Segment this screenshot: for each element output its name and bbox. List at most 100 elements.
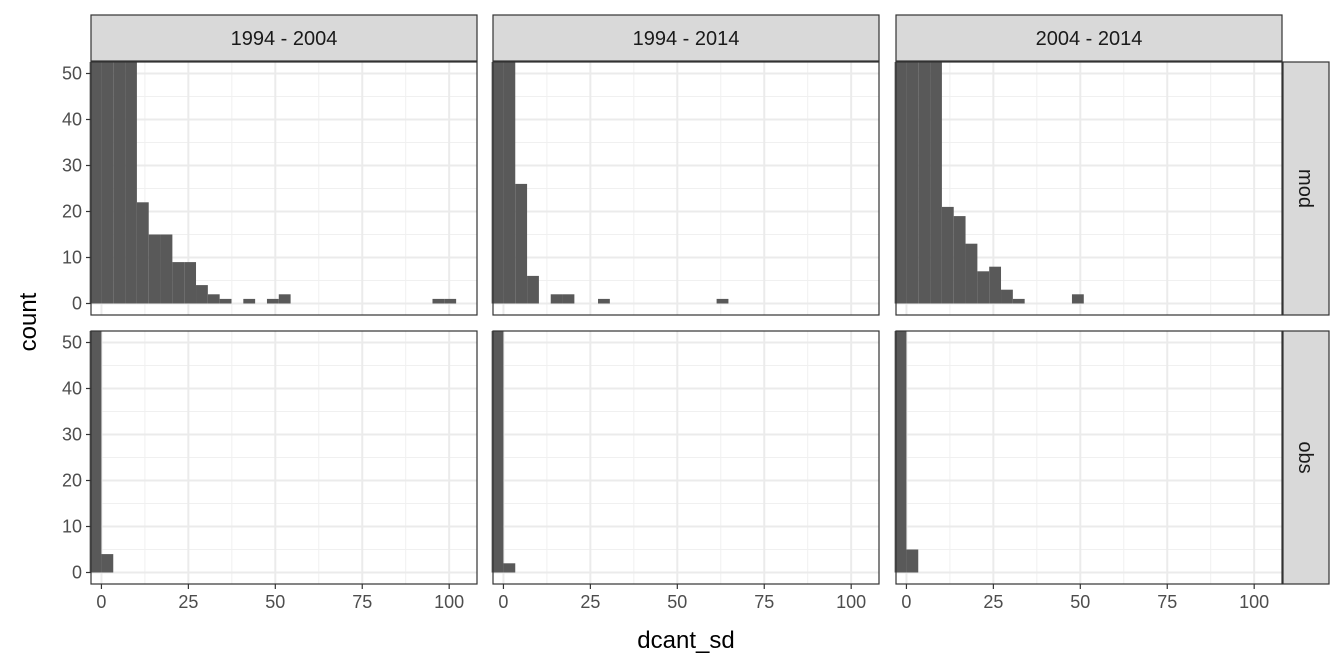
histogram-bar	[101, 554, 114, 573]
histogram-bar	[930, 62, 942, 304]
x-tick-label: 0	[96, 592, 106, 612]
histogram-bar	[207, 294, 220, 304]
column-strip: 2004 - 2014	[895, 14, 1283, 62]
histogram-bar	[172, 262, 185, 304]
histogram-bar	[894, 62, 907, 304]
y-tick-label: 0	[72, 563, 82, 583]
panel-obs-0	[89, 330, 478, 585]
y-tick-label: 50	[62, 333, 82, 353]
y-tick-label: 20	[62, 202, 82, 222]
histogram-bar	[503, 563, 516, 573]
histogram-bar	[941, 206, 954, 304]
x-tick-label: 50	[1070, 592, 1090, 612]
histogram-bar	[196, 285, 208, 304]
histogram-bar	[444, 298, 457, 304]
panel-border	[492, 330, 880, 585]
histogram-bar	[716, 298, 729, 304]
row-strip-label: obs	[1294, 441, 1316, 473]
column-strip-background	[90, 14, 478, 62]
histogram-bar	[1001, 289, 1013, 304]
panel-border	[90, 330, 478, 585]
column-strip-label: 2004 - 2014	[1036, 28, 1143, 50]
histogram-bar	[113, 62, 126, 304]
x-tick-label: 50	[667, 592, 687, 612]
histogram-bar	[219, 298, 232, 304]
x-tick-label: 25	[580, 592, 600, 612]
histogram-bar	[243, 298, 256, 304]
panel-obs-2	[894, 330, 1283, 585]
x-tick-label: 100	[434, 592, 464, 612]
panel-mod-0	[89, 61, 478, 316]
panel-border	[90, 61, 478, 316]
histogram-bar	[89, 62, 102, 304]
histogram-bar	[562, 294, 575, 304]
panel-border	[895, 61, 1283, 316]
column-strip: 1994 - 2004	[90, 14, 478, 62]
histogram-bar	[89, 331, 102, 573]
histogram-bar	[515, 183, 528, 304]
histogram-bar	[906, 62, 919, 304]
column-strip-label: 1994 - 2004	[231, 28, 338, 50]
x-tick-label: 75	[754, 592, 774, 612]
column-strip-label: 1994 - 2014	[633, 28, 740, 50]
histogram-bar	[918, 62, 931, 304]
x-tick-label: 25	[178, 592, 198, 612]
column-strip-background	[492, 14, 880, 62]
y-tick-label: 0	[72, 294, 82, 314]
histogram-bar	[527, 275, 539, 304]
histogram-bar	[550, 294, 563, 304]
histogram-bar	[491, 331, 504, 573]
x-tick-label: 0	[901, 592, 911, 612]
histogram-bar	[491, 62, 504, 304]
axes-layer: 0 10 20 30 40 50 0 10 20 30 40 50 0 25 50 75 100 0 25 50 75 1…	[62, 64, 1269, 613]
panels-layer	[89, 61, 1283, 585]
histogram-bar	[184, 262, 197, 304]
histogram-bar	[136, 202, 149, 304]
x-tick-label: 75	[1157, 592, 1177, 612]
histogram-bar	[432, 298, 445, 304]
column-strip-background	[895, 14, 1283, 62]
y-tick-label: 40	[62, 379, 82, 399]
histogram-bar	[1012, 298, 1025, 304]
panel-border	[492, 61, 880, 316]
histogram-bar	[503, 62, 516, 304]
histogram-bar	[148, 234, 161, 304]
histogram-bar	[894, 331, 907, 573]
panel-border	[895, 330, 1283, 585]
y-tick-label: 10	[62, 517, 82, 537]
x-tick-label: 0	[498, 592, 508, 612]
x-tick-label: 100	[836, 592, 866, 612]
panel-obs-1	[491, 330, 880, 585]
histogram-bar	[101, 62, 114, 304]
histogram-bar	[906, 549, 919, 573]
histogram-bar	[125, 62, 137, 304]
column-strip: 1994 - 2014	[492, 14, 880, 62]
histogram-bar	[965, 243, 978, 304]
histogram-bar	[1071, 294, 1084, 304]
y-tick-label: 50	[62, 64, 82, 84]
row-strip: obs	[1282, 330, 1330, 585]
row-strip-background	[1282, 61, 1330, 316]
x-tick-label: 75	[352, 592, 372, 612]
strips-layer: 1994 - 2004 1994 - 2014 2004 - 2014 mod obs	[90, 14, 1330, 585]
panel-mod-1	[491, 61, 880, 316]
panel-mod-2	[894, 61, 1283, 316]
y-tick-label: 10	[62, 248, 82, 268]
y-tick-label: 30	[62, 425, 82, 445]
row-strip-label: mod	[1294, 169, 1316, 208]
histogram-bar	[598, 298, 610, 304]
y-tick-label: 20	[62, 471, 82, 491]
x-tick-label: 50	[265, 592, 285, 612]
row-strip-background	[1282, 330, 1330, 585]
histogram-bar	[266, 298, 279, 304]
x-axis-title: dcant_sd	[637, 627, 734, 654]
histogram-bar	[989, 266, 1002, 304]
histogram-bar	[953, 216, 966, 304]
histogram-bar	[977, 271, 990, 304]
y-tick-label: 30	[62, 156, 82, 176]
y-tick-label: 40	[62, 110, 82, 130]
histogram-bar	[160, 234, 173, 304]
x-tick-label: 25	[983, 592, 1003, 612]
row-strip: mod	[1282, 61, 1330, 316]
